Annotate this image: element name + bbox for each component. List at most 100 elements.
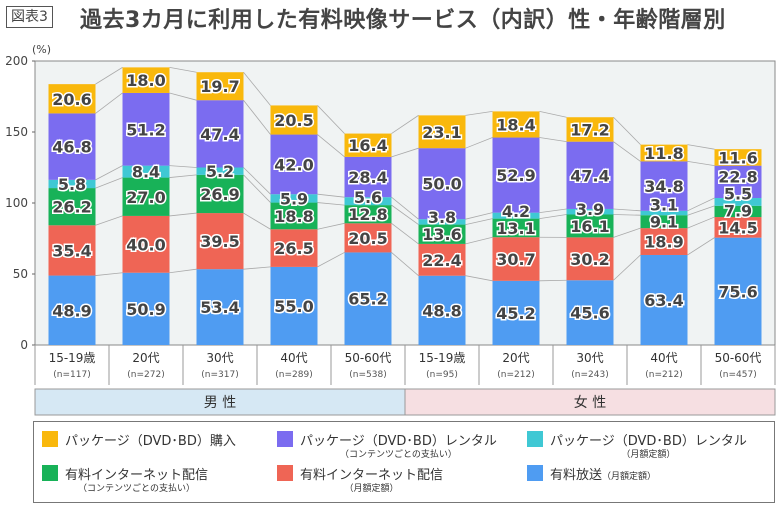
connector-line (539, 111, 567, 118)
sample-size-label: (n=117) (53, 370, 90, 380)
bar-segment (48, 225, 96, 276)
bar-segment (418, 219, 466, 225)
connector-line (317, 193, 345, 198)
connector-line (465, 137, 493, 149)
data-label: 55.0 (274, 297, 313, 316)
bar-segment (196, 167, 244, 175)
data-label: 11.8 (644, 144, 683, 163)
legend-swatch (42, 431, 58, 447)
data-label: 40.0 (126, 235, 165, 254)
data-label: 18.9 (644, 233, 683, 252)
connector-line (95, 67, 123, 85)
data-label: 50.0 (422, 175, 461, 194)
data-label: 5.8 (58, 175, 86, 194)
legend-label: 有料インターネット配信 （月額定額） (300, 464, 443, 494)
connector-line (391, 115, 419, 134)
data-label: 14.5 (718, 218, 757, 237)
data-label: 23.1 (422, 123, 461, 142)
connector-line (539, 208, 567, 214)
connector-line (317, 105, 345, 134)
bar-segment (48, 113, 96, 180)
data-label: 53.4 (200, 298, 239, 317)
bar-segment (196, 269, 244, 345)
connector-line (391, 147, 419, 158)
connector-line (95, 215, 123, 226)
connector-line (317, 252, 345, 268)
connector-line (613, 214, 641, 216)
data-label: 9.1 (650, 213, 678, 232)
data-label: 46.8 (52, 138, 91, 157)
data-label: 16.1 (570, 217, 609, 236)
data-label: 47.4 (570, 166, 609, 185)
data-label: 63.4 (644, 291, 683, 310)
connector-line (391, 222, 419, 245)
data-label: 52.9 (496, 166, 535, 185)
data-label: 39.5 (200, 232, 239, 251)
connector-line (465, 111, 493, 116)
data-label: 20.5 (348, 229, 387, 248)
connector-line (95, 92, 123, 114)
connector-line (391, 196, 419, 220)
bar-segment (640, 254, 688, 345)
y-tick-label: 200 (5, 54, 28, 68)
bar-segment (48, 84, 96, 114)
category-label: 30代 (206, 351, 233, 365)
data-label: 30.7 (496, 250, 535, 269)
group-label: 女 性 (574, 394, 606, 411)
data-label: 35.4 (52, 241, 91, 260)
connector-line (169, 165, 197, 168)
bar-segment (566, 117, 614, 142)
data-label: 22.8 (718, 167, 757, 186)
bar-segment (122, 215, 170, 273)
bar-segment (196, 213, 244, 270)
category-label: 20代 (132, 351, 159, 365)
connector-line (613, 227, 641, 238)
bar-segment (196, 72, 244, 101)
connector-line (317, 134, 345, 158)
data-label: 5.5 (724, 184, 752, 203)
bar-segment (196, 100, 244, 168)
bar-segment (418, 115, 466, 149)
bar-segment (640, 215, 688, 229)
bar-segment (270, 194, 318, 203)
connector-line (169, 212, 197, 217)
bar-segment (714, 237, 762, 345)
bar-segment (566, 280, 614, 345)
category-label: 15-19歳 (419, 351, 466, 365)
category-label: 30代 (576, 351, 603, 365)
legend-item: 有料インターネット配信 （月額定額） (277, 464, 443, 494)
bar-segment (122, 92, 170, 166)
connector-line (95, 272, 123, 276)
bar-segment (418, 243, 466, 276)
bar-segment (492, 212, 540, 219)
connector-line (687, 160, 715, 167)
legend-swatch (277, 465, 293, 481)
sample-size-label: (n=289) (275, 370, 312, 380)
legend-name: パッケージ（DVD･BD）レンタル (300, 434, 497, 449)
data-label: 12.8 (348, 205, 387, 224)
connector-line (687, 216, 715, 229)
data-label: 8.4 (132, 163, 160, 182)
connector-line (169, 268, 197, 274)
connector-line (687, 197, 715, 212)
data-label: 51.2 (126, 120, 165, 139)
bar-segment (566, 208, 614, 215)
sample-size-label: (n=212) (497, 370, 534, 380)
data-label: 3.8 (428, 208, 456, 227)
connector-line (169, 174, 197, 178)
connector-line (687, 237, 715, 256)
data-label: 13.1 (496, 219, 535, 238)
bar-segment (714, 165, 762, 199)
legend: パッケージ（DVD･BD）購入 パッケージ（DVD･BD）レンタル （コンテンツごと… (33, 421, 775, 503)
sample-size-label: (n=95) (426, 370, 458, 380)
data-label: 18.4 (496, 115, 535, 134)
category-label: 50-60代 (345, 351, 392, 365)
legend-item: 有料放送（月額定額） (527, 464, 656, 483)
legend-swatch (527, 431, 543, 447)
category-label: 50-60代 (715, 351, 762, 365)
data-label: 47.4 (200, 125, 239, 144)
group-label: 男 性 (204, 395, 236, 411)
legend-swatch (277, 431, 293, 447)
legend-name: 有料放送 (550, 468, 603, 483)
